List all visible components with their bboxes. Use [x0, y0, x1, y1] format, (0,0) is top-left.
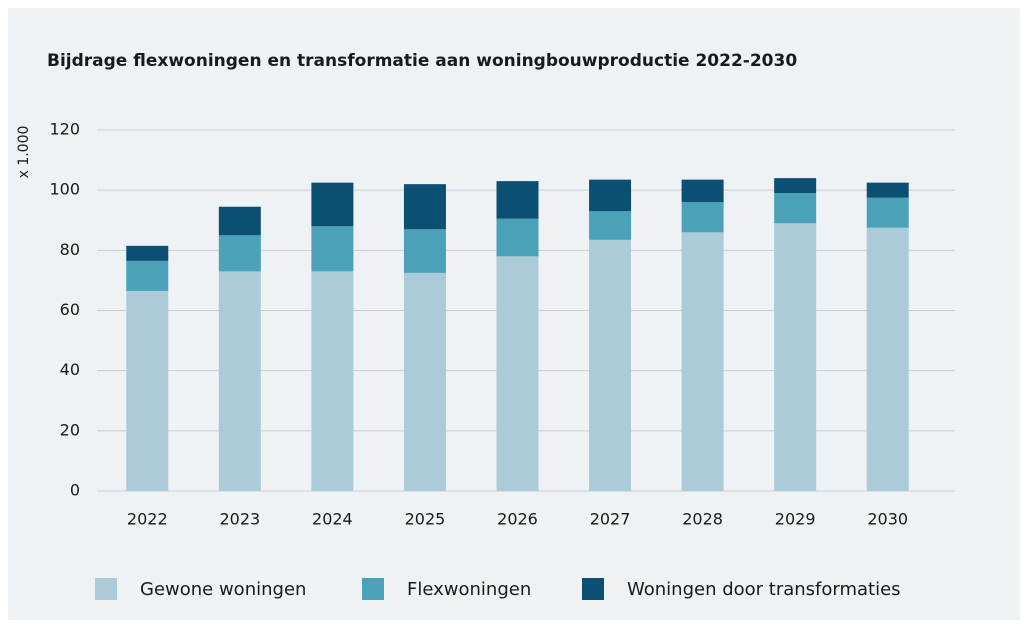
bar-segment [403, 184, 446, 230]
bar-segment [218, 235, 261, 272]
bar-segment [496, 256, 539, 491]
bar-segment [311, 226, 354, 272]
legend-swatch [95, 578, 117, 600]
y-tick-label: 40 [60, 360, 80, 379]
bar-segment [126, 290, 169, 491]
bar-segment [774, 223, 817, 491]
bar-segment [311, 271, 354, 491]
bar-segment [218, 271, 261, 491]
x-tick-label: 2024 [312, 510, 353, 529]
bar-segment [589, 211, 632, 240]
y-tick-label: 60 [60, 300, 80, 319]
chart-title: Bijdrage flexwoningen en transformatie a… [47, 51, 797, 71]
y-tick-label: 80 [60, 240, 80, 259]
y-tick-label: 20 [60, 420, 80, 439]
x-tick-label: 2027 [590, 510, 631, 529]
legend-swatch [362, 578, 384, 600]
y-axis-label: x 1.000 [16, 126, 32, 179]
x-tick-label: 2030 [867, 510, 908, 529]
bar-segment [866, 182, 909, 198]
y-tick-label: 120 [49, 120, 80, 139]
x-tick-label: 2026 [497, 510, 538, 529]
x-tick-label: 2025 [405, 510, 446, 529]
bar-segment [774, 178, 817, 194]
bar-segment [681, 202, 724, 233]
bar-segment [589, 179, 632, 212]
legend-label: Gewone woningen [140, 579, 306, 600]
x-tick-label: 2023 [219, 510, 260, 529]
bar-segment [681, 232, 724, 492]
bar-segment [496, 218, 539, 257]
y-tick-label: 0 [70, 481, 80, 500]
bar-segment [496, 181, 539, 219]
bar-segment [126, 260, 169, 291]
bar-segment [681, 179, 724, 203]
y-tick-label: 100 [49, 180, 80, 199]
x-tick-label: 2028 [682, 510, 723, 529]
x-tick-label: 2029 [775, 510, 816, 529]
bar-segment [311, 182, 354, 227]
legend-label: Flexwoningen [407, 579, 531, 600]
bar-segment [403, 272, 446, 491]
bar-segment [866, 227, 909, 492]
legend-label: Woningen door transformaties [627, 579, 901, 600]
bar-segment [126, 245, 169, 261]
bar-segment [589, 239, 632, 491]
bar-segment [774, 193, 817, 224]
bar-segment [866, 197, 909, 228]
bar-segment [403, 229, 446, 273]
legend-swatch [582, 578, 604, 600]
x-tick-label: 2022 [127, 510, 168, 529]
bar-segment [218, 206, 261, 236]
